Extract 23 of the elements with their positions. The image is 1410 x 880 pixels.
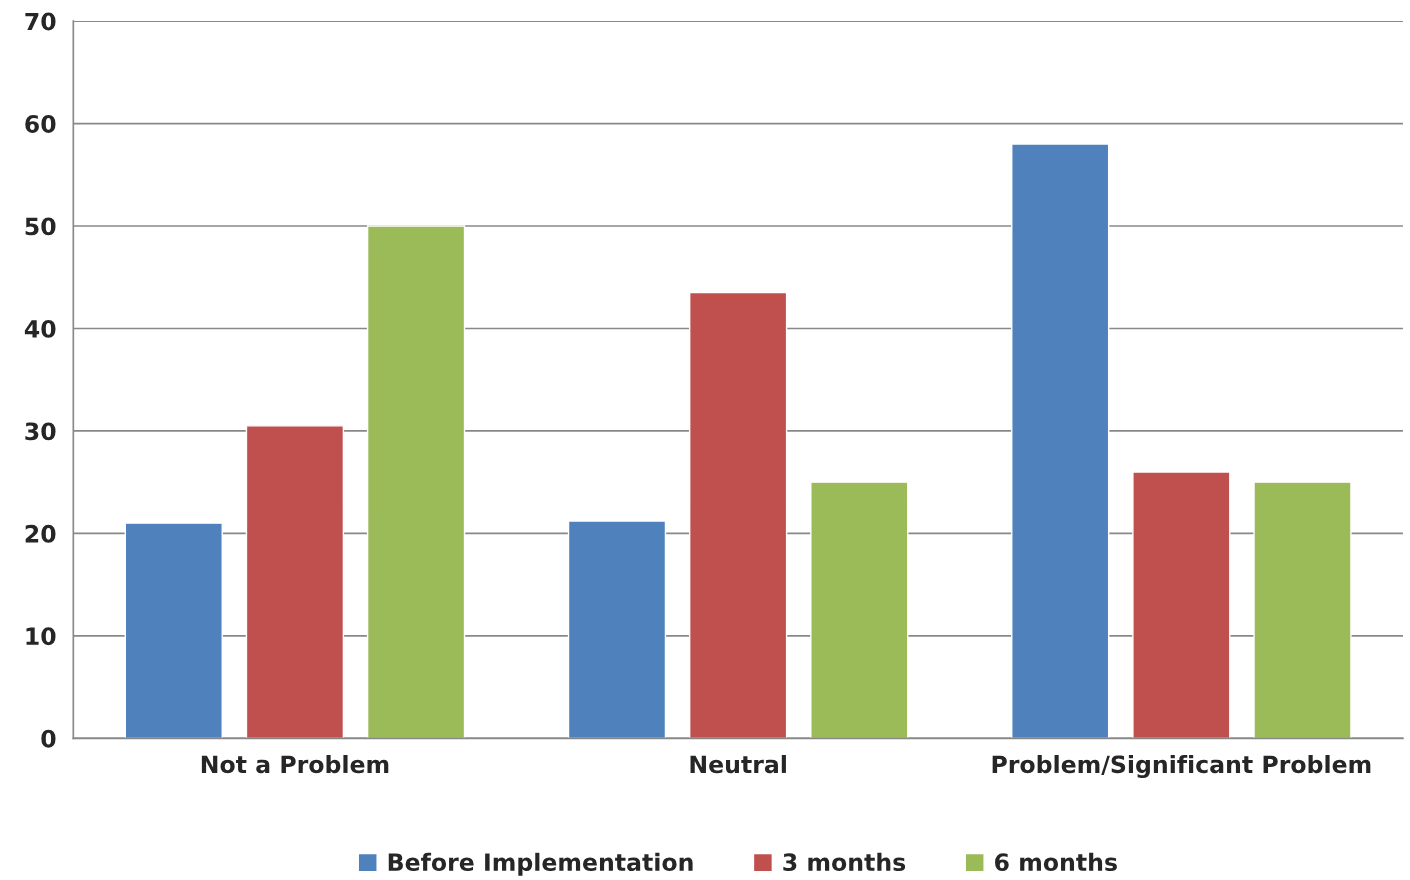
bar: [688, 291, 788, 739]
bar: [1253, 481, 1352, 739]
bar: [245, 425, 345, 739]
y-tick-label: 10: [26, 627, 56, 646]
y-tick-label: 60: [25, 115, 56, 133]
x-tick-label: Neutral: [690, 754, 786, 774]
legend-label: 6 months: [995, 852, 1117, 872]
y-tick-label: 50: [25, 217, 56, 236]
bar: [567, 520, 667, 739]
x-tick-label: Problem/Significant Problem: [992, 754, 1371, 779]
legend-label: 3 months: [783, 852, 906, 872]
x-tick-label: Not a Problem: [201, 754, 389, 774]
bar: [366, 225, 466, 739]
bar: [810, 481, 909, 739]
bar: [1132, 471, 1231, 739]
legend-label: Before Implementation: [388, 852, 693, 876]
bar: [1011, 143, 1110, 739]
y-tick-label: 40: [24, 319, 56, 338]
y-tick-label: 70: [25, 12, 56, 31]
bar: [124, 522, 223, 739]
y-tick-label: 30: [25, 422, 56, 441]
y-tick-label: 0: [41, 729, 56, 748]
y-tick-label: 20: [25, 524, 56, 543]
